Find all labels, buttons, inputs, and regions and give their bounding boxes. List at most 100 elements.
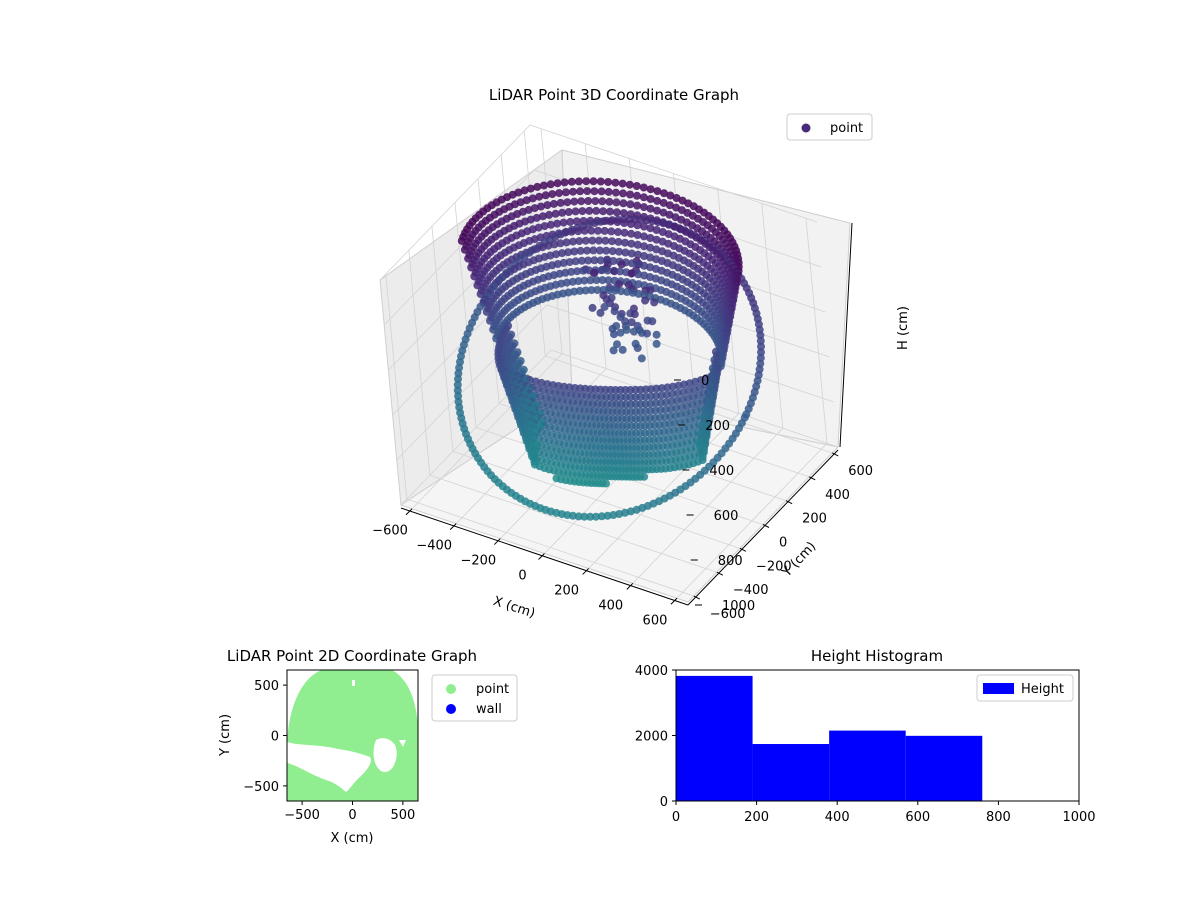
chart-3d-legend: point (786, 113, 873, 141)
chart-3d-x-tick (538, 553, 545, 560)
chart-3d-point (636, 472, 645, 481)
histogram-bar (676, 675, 753, 801)
chart-3d-point (520, 186, 529, 195)
chart-3d-point (596, 308, 605, 317)
chart-3d-point (594, 226, 602, 235)
chart-3d-point (604, 178, 613, 186)
chart-3d-point (537, 202, 545, 211)
chart-3d-point (616, 267, 625, 276)
chart-3d-point (581, 236, 590, 245)
chart-3d-point (588, 303, 597, 312)
chart-3d-point (583, 187, 592, 196)
histogram-x-tick-label: 1000 (1062, 810, 1095, 825)
chart-3d-point (545, 210, 554, 219)
chart-2d-x-tick-label: 0 (348, 808, 356, 823)
histogram-legend: Height (976, 674, 1074, 702)
chart-3d-point (539, 181, 548, 190)
chart-3d-point (627, 239, 636, 248)
chart-3d-point (556, 239, 565, 248)
chart-3d-point (473, 281, 482, 290)
chart-3d-point (639, 183, 648, 192)
chart-3d-gridline (431, 226, 454, 452)
chart-3d-point (592, 206, 601, 215)
chart-3d-point (590, 187, 599, 196)
chart-3d-point (618, 345, 627, 354)
histogram-x-tick-label: 600 (905, 810, 930, 825)
histogram-x-tick-label: 800 (986, 810, 1011, 825)
chart-3d-legend-box (786, 113, 873, 141)
chart-3d-y-tick (716, 571, 724, 576)
chart-3d-z-tick-label: 1000 (722, 599, 755, 614)
chart-3d-x-tick-label: 200 (554, 583, 579, 598)
chart-3d-point (622, 407, 631, 416)
chart-3d-point (600, 302, 609, 311)
chart-3d-point (615, 247, 623, 256)
chart-3d-point (665, 210, 674, 219)
chart-3d-point (634, 260, 643, 269)
chart-3d-point (543, 201, 552, 210)
chart-3d-point (620, 219, 629, 227)
chart-3d-point (652, 235, 661, 244)
chart-histogram: Height Histogram 0 200 400 600 800 1000 0 2000 4… (635, 647, 1096, 825)
chart-3d-point (577, 256, 586, 265)
chart-3d-point (630, 327, 638, 336)
chart-3d-point (646, 185, 655, 194)
chart-3d-point (634, 250, 642, 259)
chart-3d-point (628, 443, 637, 452)
chart-3d-point (639, 193, 648, 202)
chart-3d-point (580, 226, 589, 235)
chart-3d-point (590, 256, 599, 265)
chart-3d-point (607, 227, 616, 236)
chart-2d: LiDAR Point 2D Coordinate Graph −500 0 500… (218, 647, 518, 846)
chart-3d-point (633, 221, 642, 230)
chart-3d-point (589, 246, 598, 255)
chart-3d-gridline (523, 130, 546, 356)
chart-3d-point (602, 479, 610, 488)
chart-3d-z-tick-label: 800 (718, 554, 743, 569)
chart-3d-point (584, 197, 593, 205)
chart-3d-point (586, 276, 595, 285)
chart-3d-z-axis-label: H (cm) (896, 306, 911, 350)
chart-3d-point (622, 325, 631, 334)
chart-3d-point (640, 252, 649, 260)
chart-3d-point (618, 179, 627, 188)
chart-3d-legend-marker (801, 123, 811, 133)
chart-3d-point (566, 217, 575, 226)
chart-2d-y-tick-label: 500 (254, 679, 279, 694)
chart-3d-point (614, 237, 623, 246)
chart-3d-point (587, 286, 596, 295)
chart-2d-empty-region (373, 738, 397, 773)
histogram-ticks: 0 200 400 600 800 1000 0 2000 4000 (635, 664, 1096, 825)
chart-3d-point (616, 386, 625, 394)
chart-3d-point (632, 182, 641, 190)
chart-3d-point (621, 248, 630, 257)
chart-3d-z-tick-label: 400 (709, 464, 734, 479)
chart-3d-y-tick (693, 595, 700, 600)
chart-3d-point (562, 188, 570, 197)
chart-3d-x-tick (449, 523, 457, 531)
chart-3d-point (597, 512, 606, 521)
chart-3d-point (610, 267, 619, 276)
chart-3d-point (548, 190, 557, 199)
chart-3d-point (454, 375, 462, 384)
chart-3d-point (633, 231, 642, 239)
histogram-x-tick-label: 200 (744, 810, 769, 825)
chart-3d-gridline (396, 304, 834, 461)
chart-3d-point (613, 218, 622, 227)
chart-3d-point (660, 189, 668, 198)
chart-3d-x-tick (405, 508, 413, 516)
chart-2d-y-axis-label: Y (cm) (218, 714, 233, 757)
chart-3d-point (546, 180, 555, 189)
chart-3d-point (666, 191, 675, 200)
chart-3d-point (616, 393, 625, 402)
chart-3d-y-tick (785, 500, 793, 505)
chart-3d-point (553, 179, 562, 188)
chart-2d-y-tick-label: 0 (271, 730, 279, 745)
chart-3d-point (535, 192, 544, 201)
chart-3d-point (756, 336, 765, 345)
chart-3d-point (599, 207, 608, 216)
chart-3d-point (611, 286, 620, 295)
chart-3d-point (640, 232, 648, 241)
histogram-legend-label: Height (1021, 682, 1064, 697)
